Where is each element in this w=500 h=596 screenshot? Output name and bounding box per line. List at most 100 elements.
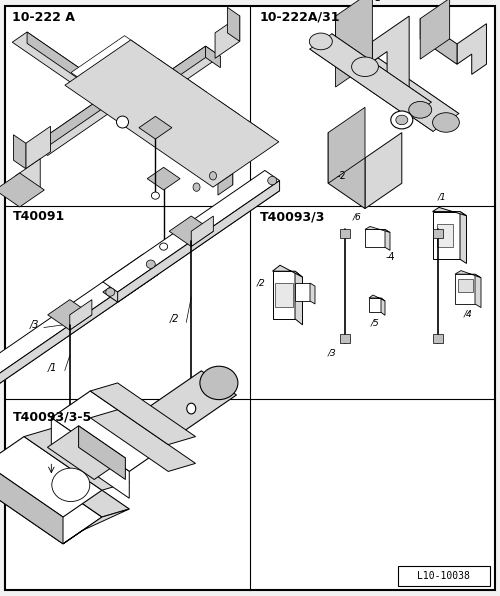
Polygon shape — [272, 265, 302, 277]
Polygon shape — [369, 295, 385, 301]
Polygon shape — [328, 107, 365, 184]
Ellipse shape — [116, 116, 128, 128]
Polygon shape — [48, 426, 126, 479]
Polygon shape — [0, 264, 158, 386]
Polygon shape — [103, 181, 280, 302]
Text: 10-222A/31: 10-222A/31 — [260, 11, 340, 24]
Polygon shape — [194, 120, 268, 172]
Polygon shape — [432, 212, 460, 259]
Ellipse shape — [160, 243, 168, 250]
Ellipse shape — [152, 192, 160, 199]
Polygon shape — [365, 226, 390, 232]
Text: /6: /6 — [352, 213, 361, 222]
Ellipse shape — [432, 113, 460, 132]
Polygon shape — [52, 391, 168, 471]
Polygon shape — [54, 371, 236, 497]
Text: /3: /3 — [30, 319, 39, 330]
Polygon shape — [103, 170, 280, 292]
Polygon shape — [0, 464, 63, 544]
Text: /4: /4 — [464, 310, 472, 319]
Polygon shape — [310, 34, 432, 117]
Text: /1: /1 — [438, 193, 447, 201]
Polygon shape — [147, 167, 180, 190]
Polygon shape — [65, 40, 279, 187]
Polygon shape — [118, 181, 280, 302]
Polygon shape — [192, 216, 214, 247]
Polygon shape — [457, 24, 486, 74]
Ellipse shape — [268, 176, 276, 185]
Polygon shape — [33, 89, 115, 157]
Polygon shape — [228, 7, 239, 41]
Ellipse shape — [200, 366, 238, 399]
Ellipse shape — [146, 260, 156, 268]
Polygon shape — [432, 207, 466, 216]
Polygon shape — [328, 133, 365, 209]
Polygon shape — [139, 116, 172, 139]
Polygon shape — [90, 410, 196, 471]
Polygon shape — [115, 46, 220, 119]
Text: T40093/3: T40093/3 — [260, 210, 326, 224]
Polygon shape — [115, 46, 206, 120]
Ellipse shape — [52, 468, 90, 502]
Polygon shape — [70, 300, 92, 330]
Ellipse shape — [106, 288, 115, 296]
Polygon shape — [432, 334, 442, 343]
Ellipse shape — [396, 115, 408, 125]
Polygon shape — [90, 383, 196, 445]
Polygon shape — [295, 283, 310, 301]
Text: T40093/3-5: T40093/3-5 — [12, 410, 92, 423]
Polygon shape — [16, 159, 40, 204]
Polygon shape — [78, 426, 126, 479]
Text: T40091: T40091 — [12, 210, 65, 224]
Polygon shape — [12, 32, 232, 184]
Polygon shape — [336, 16, 372, 62]
Polygon shape — [432, 229, 442, 238]
Polygon shape — [52, 418, 130, 498]
Polygon shape — [272, 271, 295, 319]
Polygon shape — [215, 16, 240, 58]
Polygon shape — [460, 212, 466, 263]
Polygon shape — [420, 18, 457, 64]
Polygon shape — [365, 133, 402, 209]
Polygon shape — [104, 58, 178, 109]
Ellipse shape — [408, 101, 432, 118]
Polygon shape — [0, 464, 102, 544]
Polygon shape — [206, 46, 220, 68]
Polygon shape — [310, 283, 315, 304]
Polygon shape — [133, 78, 207, 129]
Polygon shape — [27, 32, 233, 185]
Text: /1: /1 — [48, 362, 58, 372]
Polygon shape — [385, 229, 390, 250]
Polygon shape — [381, 298, 385, 315]
Text: L10-10038: L10-10038 — [418, 572, 470, 581]
Polygon shape — [71, 36, 145, 86]
Polygon shape — [14, 135, 26, 169]
FancyBboxPatch shape — [398, 566, 490, 586]
Ellipse shape — [187, 403, 196, 414]
Ellipse shape — [310, 33, 332, 50]
Text: -4: -4 — [386, 252, 396, 262]
Text: /2: /2 — [256, 278, 265, 288]
Text: -2: -2 — [337, 170, 346, 181]
Text: /2: /2 — [170, 315, 179, 324]
Polygon shape — [26, 126, 50, 169]
Polygon shape — [475, 274, 481, 308]
Text: -1: -1 — [371, 0, 381, 4]
Ellipse shape — [391, 111, 413, 129]
Polygon shape — [295, 271, 302, 325]
Polygon shape — [0, 254, 158, 375]
Text: /5: /5 — [370, 318, 380, 327]
Polygon shape — [24, 429, 130, 490]
Polygon shape — [372, 16, 409, 103]
Polygon shape — [365, 229, 385, 247]
Polygon shape — [63, 509, 130, 544]
Polygon shape — [0, 173, 44, 207]
Polygon shape — [33, 89, 130, 156]
Polygon shape — [455, 274, 475, 304]
Polygon shape — [166, 101, 240, 152]
Polygon shape — [336, 0, 372, 87]
Polygon shape — [169, 216, 214, 247]
Polygon shape — [24, 455, 130, 517]
Polygon shape — [0, 436, 102, 517]
Ellipse shape — [66, 487, 74, 498]
